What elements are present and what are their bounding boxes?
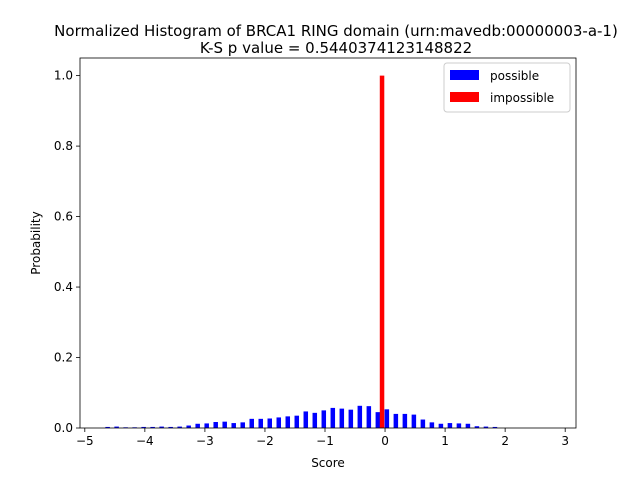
bar-possible <box>231 423 236 428</box>
bar-possible <box>420 419 426 428</box>
series-possible <box>105 405 498 428</box>
chart-title-line1: Normalized Histogram of BRCA1 RING domai… <box>54 22 618 40</box>
legend-swatch-impossible <box>450 92 479 102</box>
bar-possible <box>195 423 200 428</box>
bar-possible <box>483 426 489 428</box>
bar-possible <box>303 411 309 428</box>
bar-possible <box>330 407 336 428</box>
x-tick-label: 3 <box>561 434 569 448</box>
bar-possible <box>249 418 254 428</box>
bar-possible <box>222 421 227 428</box>
bar-possible <box>438 423 444 428</box>
bar-possible <box>456 423 462 428</box>
bar-possible <box>177 426 182 428</box>
bar-possible <box>465 423 471 428</box>
y-axis: 0.0 0.2 0.4 0.6 0.8 1.0 <box>54 69 80 435</box>
x-tick-label: 2 <box>501 434 509 448</box>
x-axis: −5 −4 −3 −2 −1 0 1 2 3 <box>76 428 569 448</box>
bar-possible <box>285 416 291 428</box>
x-axis-label: Score <box>311 456 345 470</box>
bar-possible <box>114 426 119 428</box>
y-tick-label: 0.2 <box>54 351 73 365</box>
bar-possible <box>429 422 435 428</box>
y-tick-label: 0.6 <box>54 210 73 224</box>
bar-possible <box>402 413 408 428</box>
bar-possible <box>258 418 263 428</box>
x-tick-label: 0 <box>381 434 389 448</box>
plot-background <box>80 58 576 428</box>
legend-label-possible: possible <box>490 69 539 83</box>
bar-possible <box>492 426 498 428</box>
x-tick-label: −5 <box>76 434 94 448</box>
x-tick-label: 1 <box>441 434 449 448</box>
y-tick-label: 1.0 <box>54 69 73 83</box>
bar-possible <box>357 405 363 428</box>
bar-possible <box>447 423 453 428</box>
x-tick-label: −3 <box>196 434 214 448</box>
bar-impossible <box>379 75 385 429</box>
chart-title-line2: K-S p value = 0.5440374123148822 <box>200 39 472 57</box>
legend: possible impossible <box>443 62 571 113</box>
bar-possible <box>204 423 209 428</box>
bar-possible <box>141 426 146 428</box>
bar-possible <box>186 425 191 428</box>
bar-possible <box>168 426 173 428</box>
y-tick-label: 0.4 <box>54 280 73 294</box>
y-tick-label: 0.8 <box>54 139 73 153</box>
bar-possible <box>411 414 417 428</box>
bar-possible <box>276 417 282 428</box>
plot-frame <box>79 57 577 429</box>
bar-possible <box>366 406 372 428</box>
bar-possible <box>213 422 218 428</box>
bar-possible <box>384 409 390 428</box>
bar-possible <box>159 426 164 428</box>
y-tick-label: 0.0 <box>54 421 73 435</box>
plot-area <box>80 58 576 428</box>
bar-possible <box>348 409 354 428</box>
y-axis-label: Probability <box>29 211 43 274</box>
x-tick-label: −1 <box>316 434 334 448</box>
series-impossible <box>379 75 385 429</box>
bar-possible <box>105 426 110 428</box>
bar-possible <box>240 422 245 428</box>
bar-possible <box>393 413 399 428</box>
x-tick-label: −4 <box>136 434 154 448</box>
bar-possible <box>312 412 318 428</box>
bar-possible <box>294 415 300 428</box>
legend-label-impossible: impossible <box>490 91 554 105</box>
legend-swatch-possible <box>450 70 479 80</box>
bar-possible <box>267 418 272 428</box>
bar-possible <box>150 426 155 428</box>
bar-possible <box>321 410 327 428</box>
bar-possible <box>474 426 480 428</box>
x-tick-label: −2 <box>256 434 274 448</box>
bar-possible <box>375 412 381 428</box>
bar-possible <box>339 408 345 428</box>
